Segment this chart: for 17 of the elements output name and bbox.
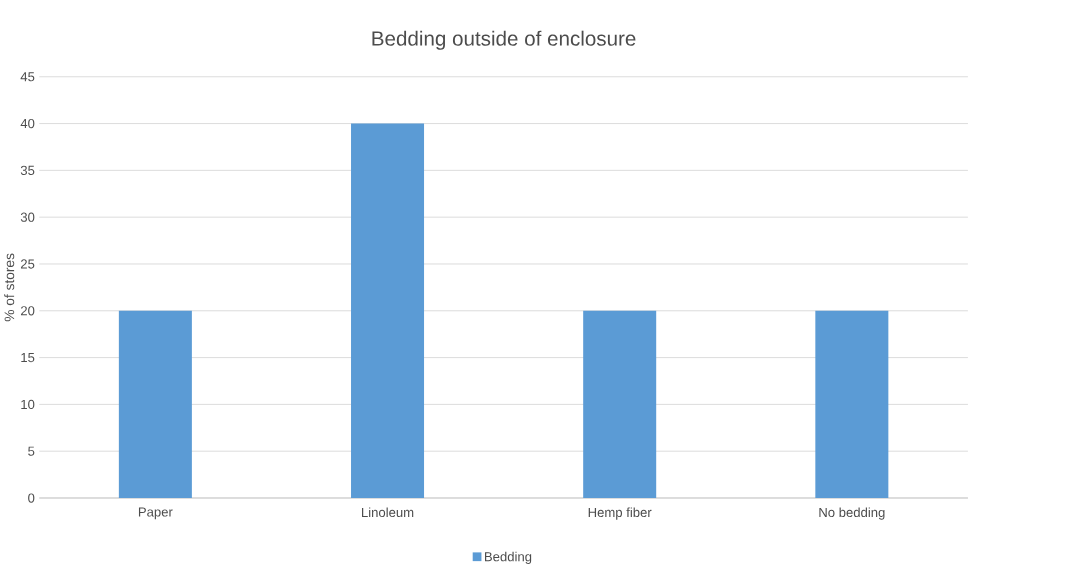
y-tick-label: 30 [20,212,35,222]
y-tick-label: 15 [21,353,35,363]
y-tick-label: 10 [21,399,35,410]
y-tick-label: 40 [20,118,35,129]
x-tick-label: Linoleum [362,507,414,518]
legend-label: Bedding [485,551,532,564]
y-tick-label: 5 [28,446,35,456]
y-tick-label: 25 [20,259,35,269]
x-tick-label: Paper [138,507,173,520]
x-tick-label: No bedding [819,507,885,520]
y-tick-label: 20 [20,306,35,316]
y-tick-label: 45 [20,72,35,82]
y-axis-title: % of stores [4,253,15,322]
y-tick-label: 0 [28,493,35,503]
x-tick-label: Hemp fiber [588,507,652,520]
chart-title: Bedding outside of enclosure [372,30,636,50]
y-tick-label: 35 [20,165,35,176]
